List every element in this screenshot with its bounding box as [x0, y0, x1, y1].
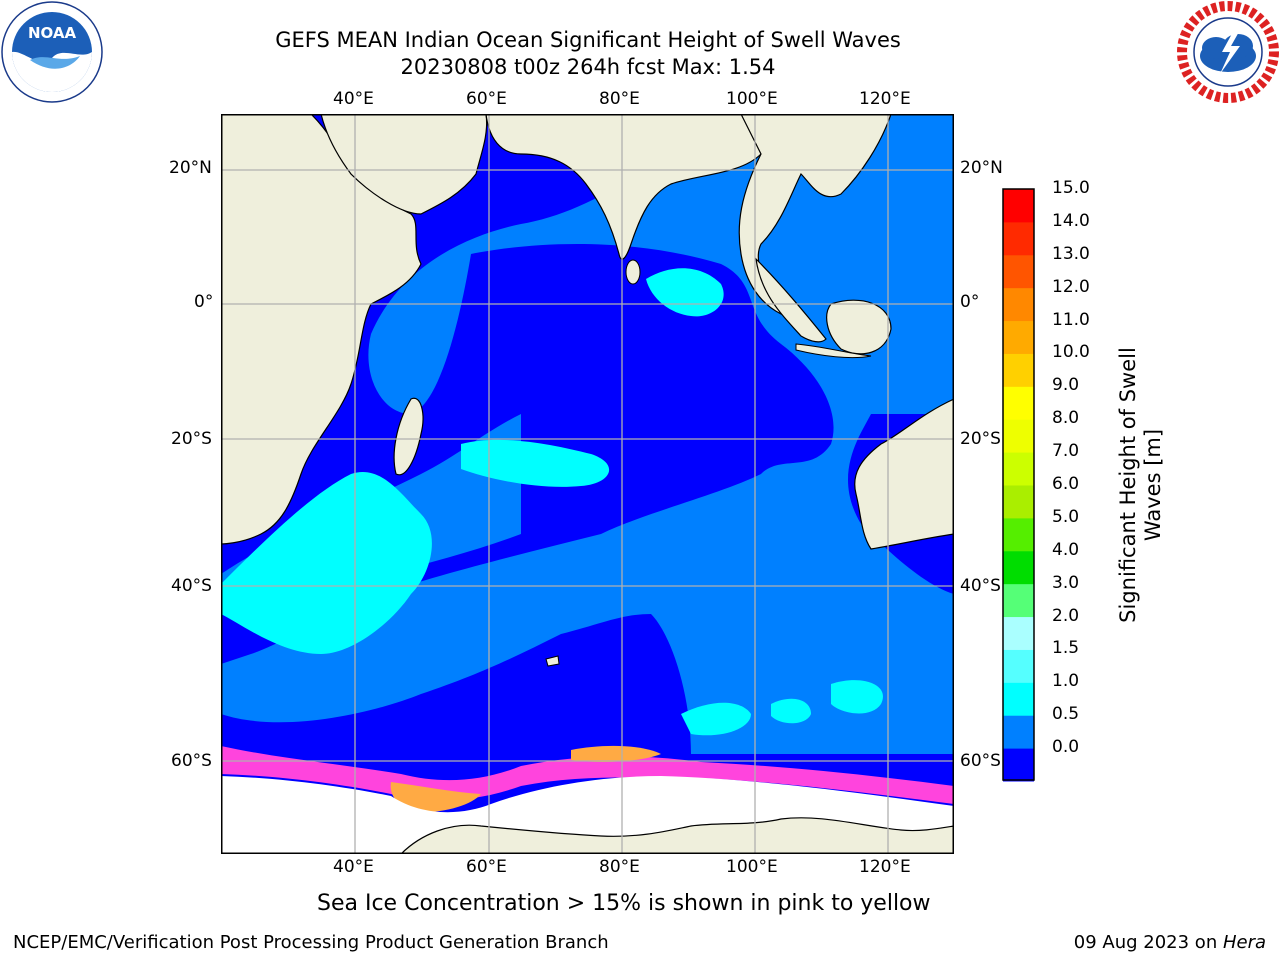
- lon-label-bottom-100e: 100°E: [726, 857, 778, 877]
- colorbar-segment: [1003, 550, 1034, 585]
- lat-label-left-20n: 20°N: [169, 158, 212, 178]
- colorbar-segment: [1003, 517, 1034, 552]
- colorbar-tick-label: 15.0: [1052, 178, 1090, 198]
- colorbar-tick-label: 3.0: [1052, 572, 1080, 593]
- lat-label-left-0: 0°: [194, 292, 214, 312]
- lat-label-right-20n: 20°N: [960, 158, 1003, 178]
- footer-machine: Hera: [1222, 932, 1266, 953]
- lat-label-right-20s: 20°S: [960, 429, 1001, 449]
- lat-label-left-20s: 20°S: [171, 429, 212, 449]
- borneo: [826, 299, 892, 355]
- colorbar-title-line2: Waves [m]: [1141, 428, 1165, 542]
- colorbar-segment: [1003, 452, 1034, 486]
- colorbar-segment: [1003, 583, 1034, 618]
- madagascar: [393, 397, 424, 476]
- colorbar-segment: [1003, 320, 1034, 354]
- lon-label-top-80e: 80°E: [599, 89, 640, 109]
- swell-zone-1-to-1-5: [221, 472, 432, 654]
- lon-label-bottom-120e: 120°E: [859, 857, 911, 877]
- colorbar: [1002, 188, 1035, 782]
- colorbar-segment: [1003, 353, 1034, 387]
- colorbar-tick-label: 1.0: [1052, 671, 1080, 692]
- sea-ice-footnote: Sea Ice Concentration > 15% is shown in …: [317, 891, 931, 916]
- lon-label-top-60e: 60°E: [466, 89, 507, 109]
- lat-label-right-40s: 40°S: [960, 576, 1001, 596]
- colorbar-tick-label: 9.0: [1052, 375, 1080, 396]
- lon-label-top-100e: 100°E: [726, 89, 778, 109]
- noaa-logo: NOAA: [1, 1, 103, 103]
- footer-date-text: 09 Aug 2023 on: [1073, 932, 1223, 953]
- colorbar-tick-label: 5.0: [1052, 506, 1080, 527]
- colorbar-tick-label: 7.0: [1052, 441, 1080, 462]
- colorbar-segment: [1003, 616, 1034, 650]
- lat-label-right-60s: 60°S: [960, 751, 1001, 771]
- lon-label-bottom-60e: 60°E: [466, 857, 507, 877]
- colorbar-segment: [1003, 485, 1034, 519]
- australia: [854, 398, 954, 550]
- colorbar-tick-label: 6.0: [1052, 474, 1080, 494]
- colorbar-tick-label: 14.0: [1052, 210, 1090, 231]
- lat-label-left-40s: 40°S: [171, 576, 212, 596]
- lat-label-right-0: 0°: [960, 292, 980, 312]
- lon-label-bottom-80e: 80°E: [599, 857, 640, 877]
- india: [485, 114, 782, 260]
- colorbar-tick-label: 12.0: [1052, 276, 1090, 297]
- colorbar-tick-label: 10.0: [1052, 342, 1090, 363]
- noaa-logo-text: NOAA: [28, 24, 77, 42]
- colorbar-segment: [1003, 649, 1034, 683]
- colorbar-segment: [1003, 386, 1034, 420]
- colorbar-tick-label: 0.0: [1052, 737, 1080, 758]
- colorbar-tick-label: 1.5: [1052, 638, 1080, 659]
- colorbar-title-line1: Significant Height of Swell: [1116, 347, 1140, 623]
- colorbar-segment: [1003, 419, 1034, 453]
- colorbar-segment: [1003, 715, 1034, 749]
- southeast-asia: [738, 114, 892, 316]
- footer-date: 09 Aug 2023 on Hera: [1074, 932, 1266, 954]
- footer-branch: NCEP/EMC/Verification Post Processing Pr…: [13, 932, 609, 953]
- colorbar-tick-label: 8.0: [1052, 408, 1080, 429]
- colorbar-segment: [1003, 221, 1034, 256]
- colorbar-segment: [1003, 287, 1034, 322]
- chart-subtitle: 20230808 t00z 264h fcst Max: 1.54: [400, 55, 776, 79]
- graticule: [221, 114, 954, 854]
- lat-label-left-60s: 60°S: [171, 751, 212, 771]
- lon-label-top-40e: 40°E: [333, 89, 374, 109]
- lon-label-bottom-40e: 40°E: [333, 857, 374, 877]
- colorbar-tick-label: 11.0: [1052, 309, 1090, 330]
- colorbar-tick-label: 4.0: [1052, 539, 1080, 560]
- colorbar-tick-label: 2.0: [1052, 605, 1080, 626]
- colorbar-segment: [1003, 189, 1034, 223]
- colorbar-segment: [1003, 682, 1034, 716]
- colorbar-segment: [1003, 748, 1034, 782]
- colorbar-tick-label: 13.0: [1052, 243, 1090, 264]
- nws-logo: [1177, 1, 1279, 103]
- chart-title: GEFS MEAN Indian Ocean Significant Heigh…: [275, 28, 901, 52]
- swell-height-map: [221, 114, 954, 854]
- colorbar-tick-label: 0.5: [1052, 704, 1080, 725]
- colorbar-segment: [1003, 254, 1034, 289]
- sumatra: [755, 257, 827, 343]
- lon-label-top-120e: 120°E: [859, 89, 911, 109]
- arabia: [320, 114, 488, 215]
